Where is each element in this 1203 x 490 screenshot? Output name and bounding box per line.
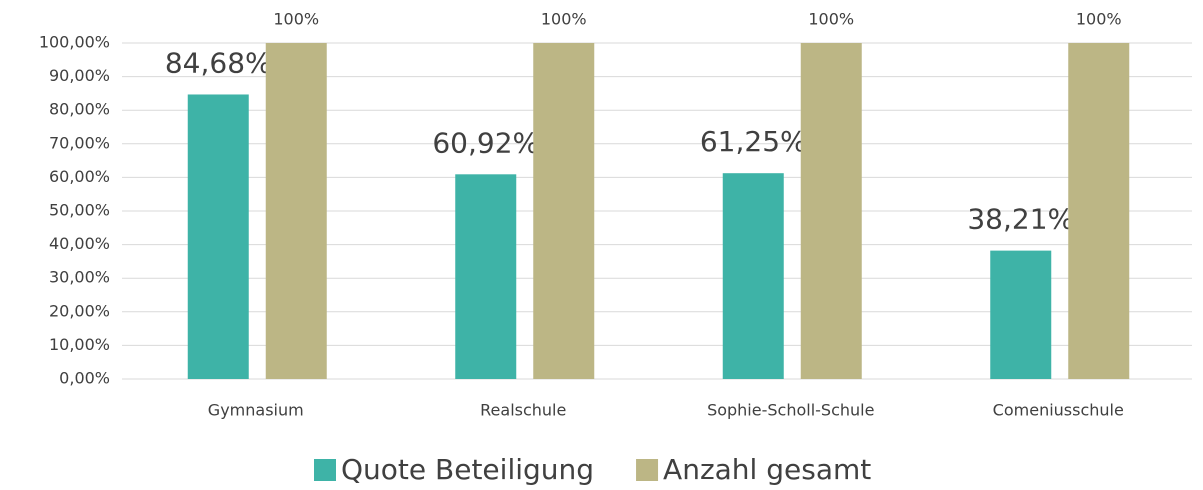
y-tick-label: 40,00% xyxy=(49,234,110,253)
y-tick-label: 60,00% xyxy=(49,167,110,186)
y-tick-label: 20,00% xyxy=(49,301,110,320)
y-tick-label: 30,00% xyxy=(49,268,110,287)
y-tick-label: 80,00% xyxy=(49,100,110,119)
y-tick-label: 100,00% xyxy=(39,33,110,52)
bar xyxy=(187,94,249,380)
x-tick-label: Gymnasium xyxy=(208,401,304,420)
data-label: 100% xyxy=(1076,10,1122,29)
data-label: 100% xyxy=(541,10,587,29)
bar xyxy=(800,43,862,379)
bar xyxy=(722,173,784,379)
bar xyxy=(455,174,517,379)
legend-label: Anzahl gesamt xyxy=(663,453,871,486)
y-tick-label: 50,00% xyxy=(49,201,110,220)
data-label: 100% xyxy=(808,10,854,29)
x-tick-label: Comeniusschule xyxy=(993,401,1124,420)
y-tick-label: 90,00% xyxy=(49,66,110,85)
bar xyxy=(533,43,595,379)
data-label: 38,21% xyxy=(967,203,1074,236)
y-tick-label: 0,00% xyxy=(59,369,110,388)
x-tick-label: Sophie-Scholl-Schule xyxy=(707,401,874,420)
bar xyxy=(265,43,327,379)
legend-swatch xyxy=(314,459,336,481)
data-label: 61,25% xyxy=(700,125,807,158)
x-tick-label: Realschule xyxy=(480,401,566,420)
bar xyxy=(1068,43,1130,379)
data-label: 100% xyxy=(273,10,319,29)
data-label: 60,92% xyxy=(432,126,539,159)
legend-swatch xyxy=(636,459,659,481)
data-label: 84,68% xyxy=(165,46,272,79)
y-tick-label: 70,00% xyxy=(49,133,110,152)
y-tick-label: 10,00% xyxy=(49,335,110,354)
bar xyxy=(990,250,1052,379)
legend-label: Quote Beteiligung xyxy=(341,453,594,486)
